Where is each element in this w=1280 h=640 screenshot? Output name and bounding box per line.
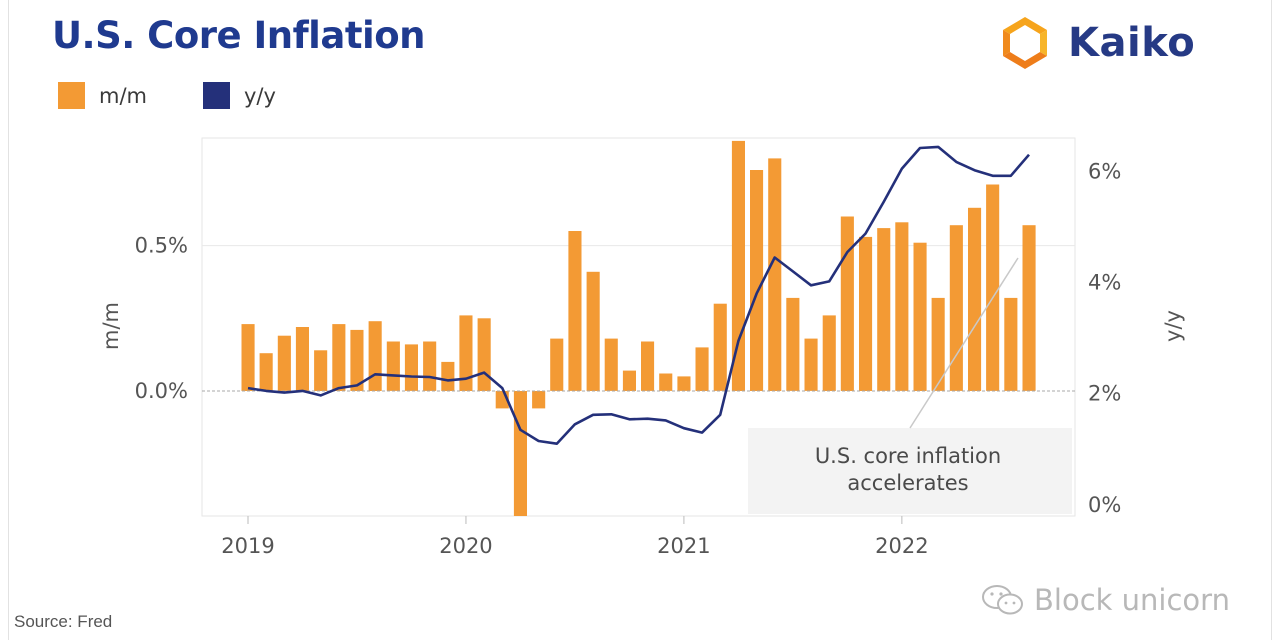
bar-mm-2020-11 — [641, 341, 655, 391]
bar-mm-2021-09 — [822, 315, 836, 391]
bar-mm-2019-07 — [350, 329, 364, 391]
bar-mm-2022-05 — [968, 207, 982, 391]
yy-line — [247, 145, 1030, 446]
x-tick-0: 2019 — [221, 534, 274, 558]
bar-mm-2022-02 — [913, 242, 927, 391]
watermark: Block unicorn — [980, 582, 1230, 618]
bar-mm-2021-10 — [840, 216, 854, 391]
bar-mm-2019-08 — [368, 321, 382, 391]
source-note: Source: Fred — [14, 612, 113, 631]
annotation-line-1: U.S. core inflation — [815, 444, 1001, 468]
bar-mm-2021-03 — [713, 303, 727, 391]
axis-ticks: 0.0% 0.5% 0% 2% 4% 6% 2019 2020 2021 2022 — [135, 159, 1122, 558]
chart-canvas: 0.0% 0.5% 0% 2% 4% 6% 2019 2020 2021 2022 U.S. co… — [99, 137, 1185, 558]
bar-mm-2019-06 — [332, 324, 346, 391]
bar-mm-2021-01 — [677, 376, 691, 391]
bar-mm-2022-06 — [986, 184, 1000, 391]
bar-mm-2019-11 — [423, 341, 437, 391]
bar-mm-2019-02 — [259, 353, 273, 391]
right-tick-1: 2% — [1088, 382, 1121, 406]
annotation-leader — [909, 257, 1019, 429]
bar-mm-2020-07 — [568, 231, 582, 391]
annotation-line-2: accelerates — [847, 471, 968, 495]
right-tick-0: 0% — [1088, 493, 1121, 517]
bar-mm-2022-01 — [895, 222, 909, 391]
bar-mm-2019-05 — [314, 350, 328, 391]
bar-mm-2019-12 — [441, 361, 455, 391]
page-frame — [8, 0, 1272, 640]
bar-mm-2022-04 — [949, 225, 963, 391]
x-tick-3: 2022 — [875, 534, 928, 558]
bar-mm-2020-02 — [477, 318, 491, 391]
brand-name: Kaiko — [1068, 20, 1196, 66]
bar-mm-2020-05 — [532, 391, 546, 409]
bar-mm-2020-01 — [459, 315, 473, 391]
bar-mm-2020-04 — [513, 391, 527, 516]
x-tick-1: 2020 — [439, 534, 492, 558]
legend-swatch-mm — [58, 82, 85, 109]
bar-mm-2020-08 — [586, 271, 600, 391]
bar-mm-2021-05 — [750, 170, 764, 391]
bar-mm-2019-10 — [404, 344, 418, 391]
legend-item-yy[interactable]: y/y — [203, 82, 276, 109]
right-axis-title: y/y — [1161, 310, 1185, 342]
bar-mm-2019-01 — [241, 324, 255, 391]
bar-mm-2020-09 — [604, 338, 618, 391]
bar-mm-2019-09 — [386, 341, 400, 391]
bar-mm-2021-06 — [768, 158, 782, 391]
right-tick-2: 4% — [1088, 271, 1121, 295]
x-tick-2: 2021 — [657, 534, 710, 558]
bar-mm-2022-03 — [931, 297, 945, 391]
kaiko-logo-icon — [1003, 17, 1047, 69]
right-tick-3: 6% — [1088, 159, 1121, 183]
bar-mm-2019-04 — [295, 327, 309, 391]
legend-swatch-yy — [203, 82, 230, 109]
left-tick-1: 0.5% — [135, 234, 188, 258]
bar-mm-2021-02 — [695, 347, 709, 391]
bar-mm-2021-07 — [786, 297, 800, 391]
left-tick-0: 0.0% — [135, 379, 188, 403]
left-axis-title: m/m — [99, 302, 123, 350]
bar-mm-2021-12 — [877, 228, 891, 391]
bar-mm-2020-06 — [550, 338, 564, 391]
bar-mm-2020-12 — [659, 373, 673, 391]
legend-label-mm: m/m — [99, 83, 147, 108]
mm-bars — [241, 140, 1036, 516]
bar-mm-2021-11 — [859, 236, 873, 391]
annotation-box — [748, 428, 1072, 514]
bar-mm-2020-10 — [622, 370, 636, 391]
bar-mm-2019-03 — [277, 335, 291, 391]
legend-item-mm[interactable]: m/m — [58, 82, 147, 109]
bar-mm-2022-08 — [1022, 225, 1036, 391]
chart-legend: m/m y/y — [58, 82, 332, 109]
brand: Kaiko — [996, 14, 1195, 72]
chart-title: U.S. Core Inflation — [52, 14, 425, 57]
legend-label-yy: y/y — [244, 83, 276, 108]
bar-mm-2021-08 — [804, 338, 818, 391]
bar-mm-2021-04 — [731, 140, 745, 391]
watermark-text: Block unicorn — [1034, 583, 1230, 617]
wechat-icon — [982, 585, 1023, 615]
bar-mm-2022-07 — [1004, 297, 1018, 391]
